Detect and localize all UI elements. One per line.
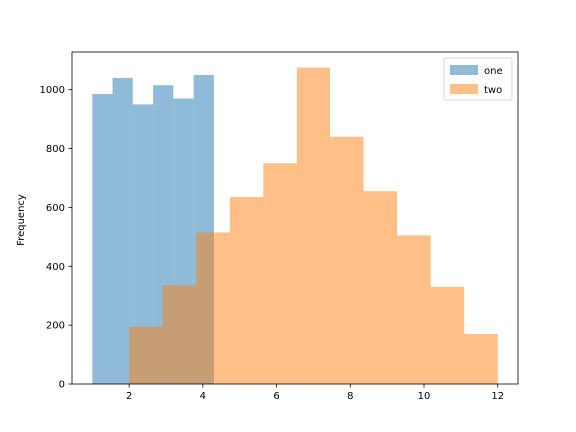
y-tick-label: 400 (46, 262, 65, 273)
histogram-bar-two-8 (397, 235, 431, 384)
x-tick-label: 4 (200, 391, 206, 402)
axes-layer: 2 4 6 8 10 12 0 200 400 600 800 1000 (40, 51, 519, 402)
histogram-bar-two-0 (129, 326, 163, 384)
plot-frame (71, 51, 519, 385)
legend: one two (443, 57, 513, 101)
legend-swatch-one (450, 65, 478, 75)
y-tick-label: 1000 (40, 85, 65, 96)
histogram-bar-two-2 (196, 232, 230, 384)
y-tick-label: 200 (46, 321, 65, 332)
histogram-bar-two-1 (162, 285, 197, 384)
bars-layer (92, 67, 498, 385)
histogram-bar-two-3 (229, 197, 264, 384)
histogram-bar-two-4 (263, 163, 297, 384)
x-tick-label: 8 (347, 391, 353, 402)
y-tick-label: 600 (46, 203, 65, 214)
x-tick-label: 6 (273, 391, 279, 402)
histogram-bar-two-5 (296, 67, 331, 384)
legend-swatch-two (450, 84, 478, 94)
legend-label-one: one (484, 66, 503, 77)
y-tick-label: 0 (59, 380, 65, 391)
x-tick-label: 2 (126, 391, 132, 402)
histogram-bar-two-10 (464, 333, 498, 384)
histogram-bar-one-0 (92, 94, 113, 384)
y-tick-label: 800 (46, 144, 65, 155)
histogram-bar-one-2 (132, 104, 154, 384)
x-tick-label: 12 (491, 391, 504, 402)
histogram-bar-two-7 (363, 191, 398, 384)
y-axis-label: Frequency (16, 194, 27, 246)
x-tick-label: 10 (418, 391, 431, 402)
histogram-bar-two-6 (330, 136, 364, 384)
histogram-bar-one-1 (112, 77, 133, 385)
histogram-bar-two-9 (430, 286, 465, 384)
legend-label-two: two (484, 85, 502, 96)
